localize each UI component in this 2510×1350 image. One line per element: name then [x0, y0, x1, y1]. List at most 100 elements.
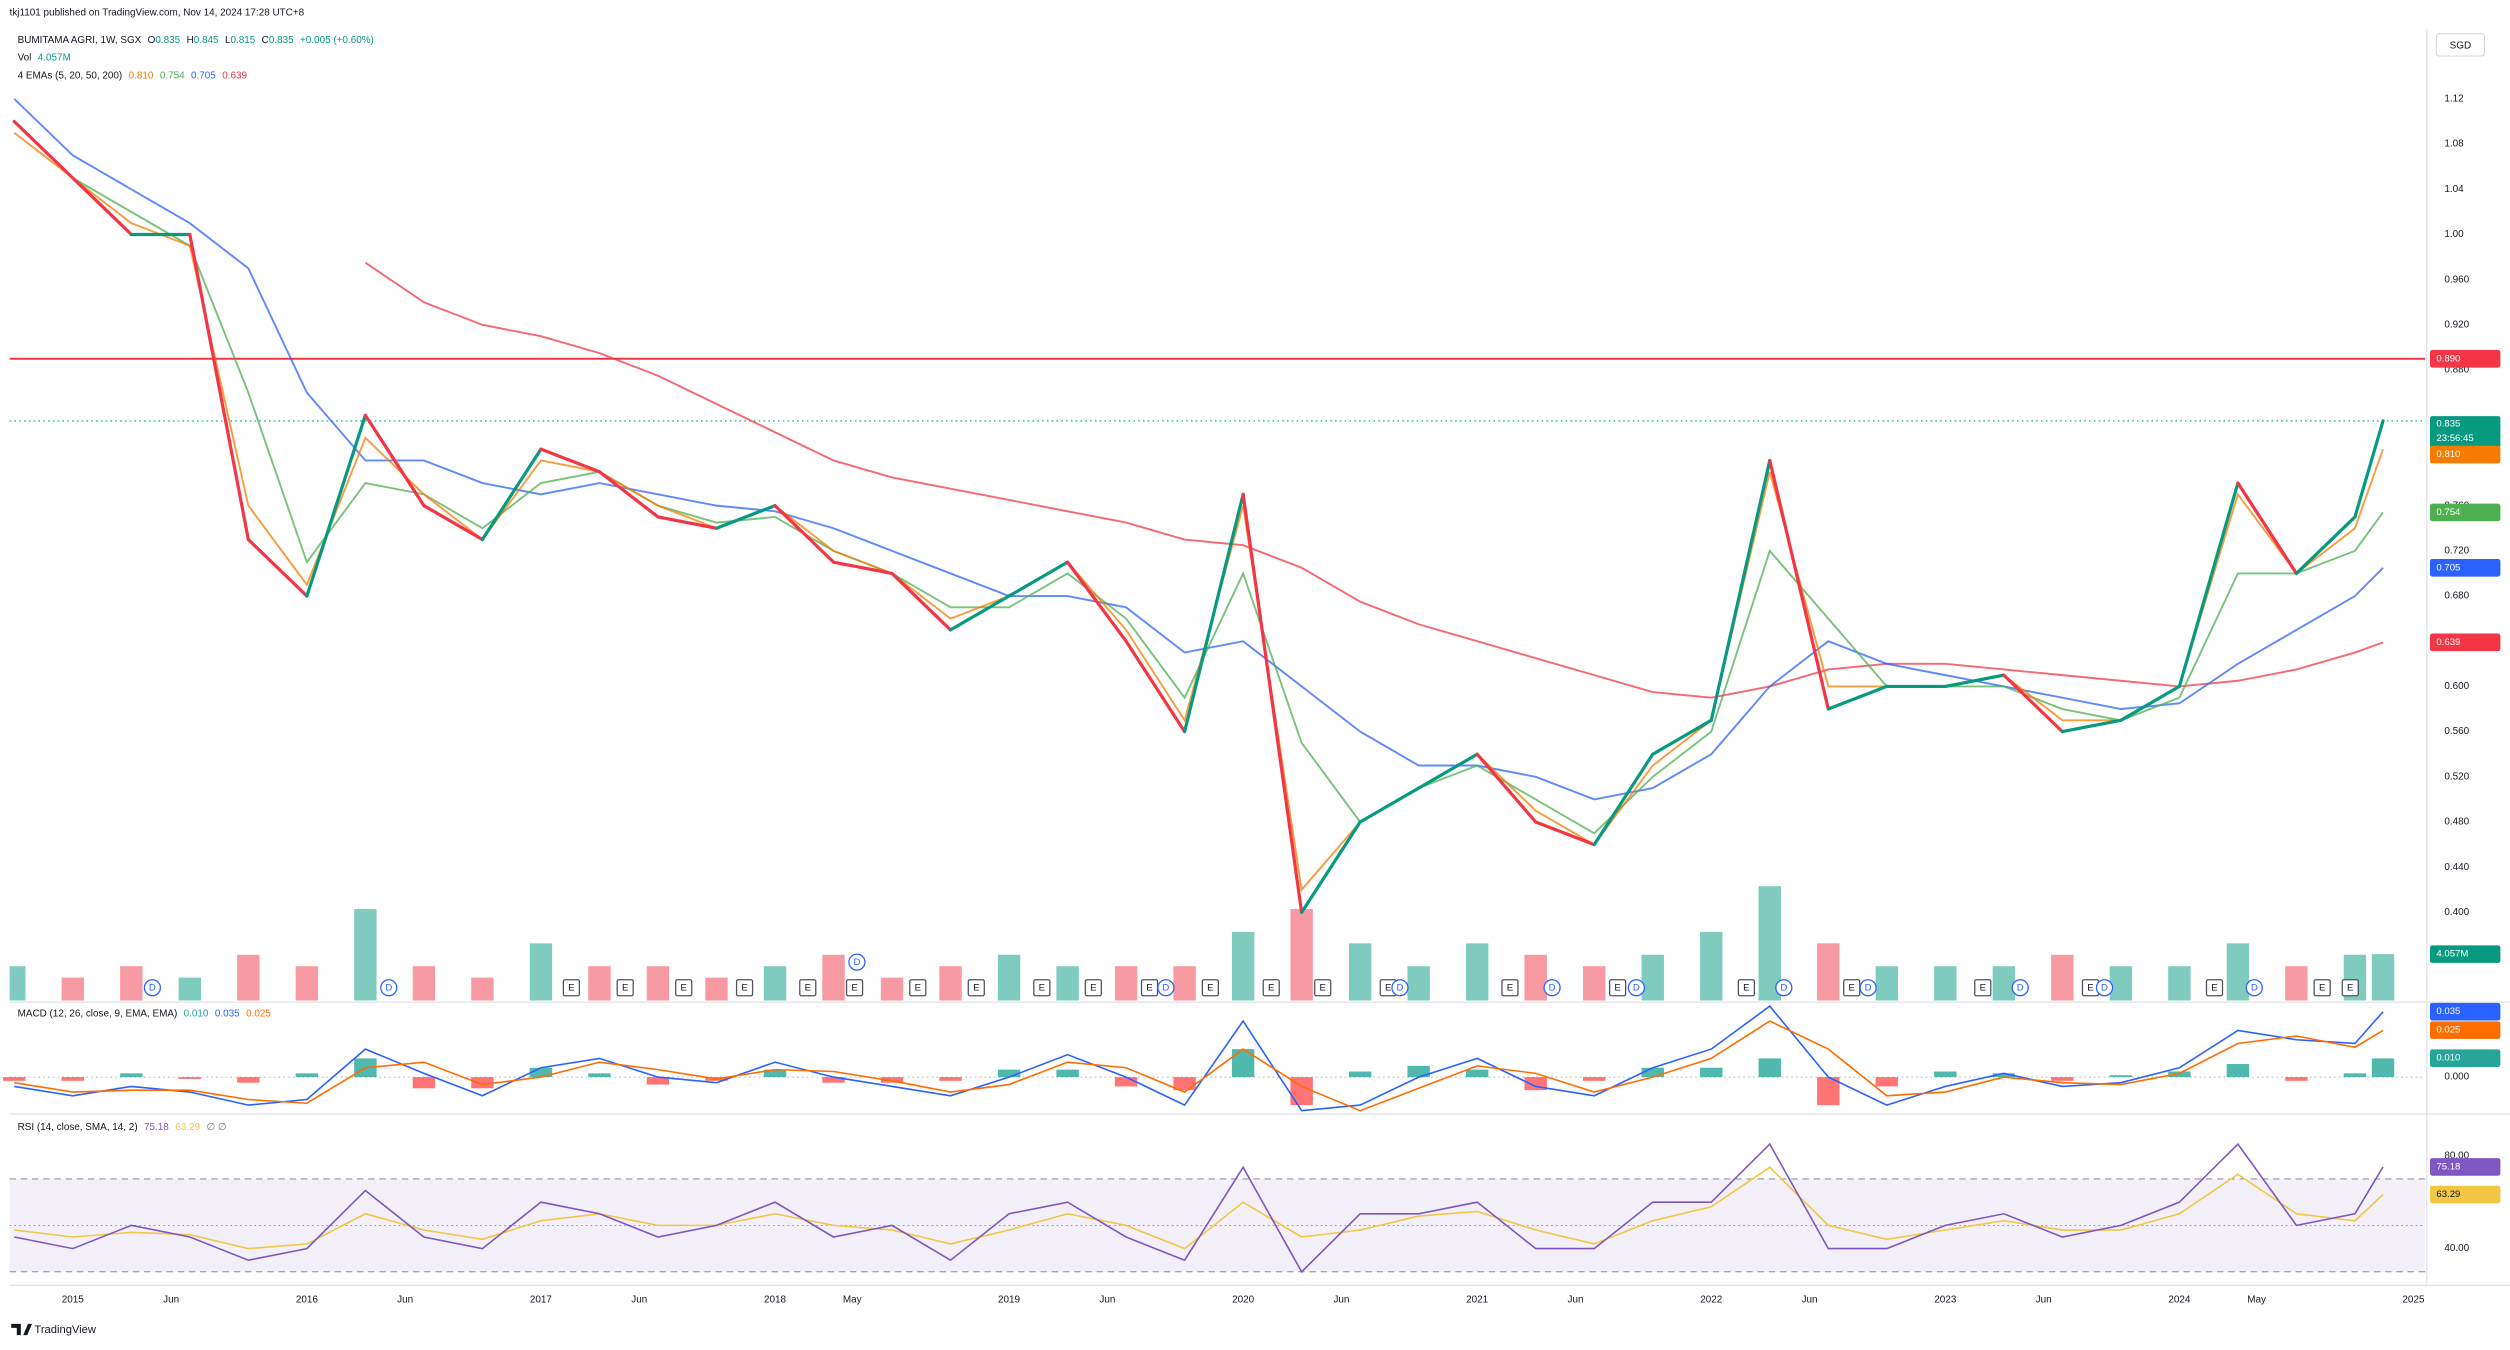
event-marker[interactable]: E	[909, 979, 927, 997]
event-marker[interactable]: E	[675, 979, 693, 997]
brand-logo	[11, 1323, 33, 1336]
event-marker[interactable]: E	[2313, 979, 2331, 997]
event-marker[interactable]: E	[562, 979, 581, 997]
x-tick-label: 2025	[2402, 1294, 2425, 1305]
event-marker[interactable]: E	[967, 979, 985, 997]
event-marker[interactable]: E	[1033, 979, 1051, 997]
currency[interactable]: SGD	[2450, 40, 2471, 51]
event-marker[interactable]: E	[845, 979, 864, 997]
ohlc-key: H	[187, 35, 194, 46]
event-marker[interactable]: E	[1314, 979, 1332, 997]
event-marker[interactable]: E	[735, 979, 754, 997]
event-label: E	[1614, 983, 1620, 994]
event-marker[interactable]: D	[1859, 979, 1877, 997]
ohlc-value: 0.815	[230, 35, 255, 46]
event-label: D	[1865, 983, 1872, 994]
event-marker[interactable]: D	[1391, 979, 1409, 997]
event-marker[interactable]: E	[1501, 979, 1519, 997]
event-marker[interactable]: D	[1157, 979, 1175, 997]
event-marker[interactable]: D	[1775, 979, 1793, 997]
event-marker[interactable]: D	[2245, 979, 2263, 997]
event-marker[interactable]: D	[2011, 979, 2029, 997]
legend: MACD (12, 26, close, 9, EMA, EMA) 0.010 0.…	[18, 1008, 272, 1019]
event-label: D	[2017, 983, 2024, 994]
volume-bar	[1114, 966, 1138, 1001]
price-segment	[2294, 515, 2357, 576]
macd-histogram-bar	[1758, 1058, 1781, 1078]
volume-bar	[2109, 966, 2133, 1001]
earnings-icon	[1737, 979, 1756, 997]
volume-bar	[237, 954, 260, 1001]
price-segment	[188, 232, 250, 542]
macd-histogram-bar	[1173, 1077, 1196, 1091]
price-segment	[1241, 492, 1304, 914]
event-marker[interactable]: E	[799, 979, 817, 997]
price-segment	[1768, 458, 1830, 711]
price-segment	[2002, 673, 2064, 734]
event-marker[interactable]: E	[1608, 979, 1627, 997]
event-marker[interactable]: D	[143, 979, 162, 997]
level-tag-box	[2429, 349, 2501, 368]
event-marker[interactable]: E	[2205, 979, 2224, 997]
macd-histogram-bar	[1934, 1071, 1957, 1078]
price-segment	[1943, 673, 2006, 689]
ema-tag: 0.705	[2429, 558, 2501, 577]
dividend-icon	[1543, 979, 1561, 997]
event-marker[interactable]: D	[1627, 979, 1646, 997]
ohlc-key: L	[225, 35, 231, 46]
ema-tag: 0.810	[2429, 445, 2501, 464]
macd-line	[14, 1005, 2384, 1112]
event-marker[interactable]: D	[2095, 979, 2114, 997]
event-marker[interactable]: E	[1084, 979, 1102, 997]
volume-bar	[2051, 954, 2074, 1001]
x-tick-label: 2019	[998, 1294, 1021, 1305]
y-tick-label: 0.880	[2444, 365, 2469, 376]
price-segment	[597, 470, 660, 519]
event-marker[interactable]: E	[1737, 979, 1756, 997]
event-label: E	[681, 983, 687, 994]
price-segment	[773, 504, 836, 564]
event-marker[interactable]: E	[1974, 979, 1992, 997]
rsi-tag: 75.18	[2429, 1158, 2501, 1176]
event-label: E	[2319, 983, 2325, 994]
event-marker[interactable]: D	[848, 953, 866, 971]
volume-legend: Vol	[18, 52, 32, 63]
macd-histogram-bar	[1290, 1077, 1313, 1106]
macd-histogram-bar	[997, 1069, 1021, 1078]
event-marker[interactable]: D	[380, 979, 398, 997]
ema-tag-label: 0.754	[2436, 507, 2461, 518]
price-segment	[2353, 419, 2385, 519]
macd-histogram-bar	[295, 1073, 319, 1078]
volume-bar	[1992, 966, 2016, 1001]
currency-button[interactable]	[2435, 33, 2485, 57]
earnings-icon	[967, 979, 985, 997]
ema-tag-box	[2429, 445, 2501, 464]
y-tick-label: 1.04	[2444, 184, 2464, 195]
x-tick-label: 2015	[62, 1294, 85, 1305]
macd-histogram-bar	[61, 1077, 85, 1081]
event-marker[interactable]: E	[1201, 979, 1220, 997]
volume-tag-label: 4.057M	[2436, 949, 2468, 960]
macd-histogram-bar	[2371, 1058, 2395, 1078]
ema-tag-label: 0.705	[2436, 562, 2460, 573]
signal-tag-box	[2429, 1021, 2501, 1039]
change: +0.005 (+0.60%)	[300, 35, 374, 46]
macd-histogram-bar	[1817, 1077, 1840, 1106]
legend: RSI (14, close, SMA, 14, 2) 75.18 63.29 ∅ ∅	[18, 1122, 227, 1133]
macd-histogram-bar	[2285, 1077, 2308, 1081]
event-marker[interactable]: D	[1543, 979, 1561, 997]
volume-bar	[1700, 931, 1723, 1001]
earnings-icon	[562, 979, 581, 997]
event-marker[interactable]: E	[1262, 979, 1280, 997]
event-marker[interactable]: E	[2341, 979, 2359, 997]
event-marker[interactable]: E	[1140, 979, 1159, 997]
event-marker[interactable]: E	[1843, 979, 1861, 997]
dividend-icon	[1859, 979, 1877, 997]
volume-tag-box	[2429, 945, 2501, 963]
legend: Vol 4.057M	[18, 52, 71, 63]
price-segment	[2177, 481, 2240, 689]
earnings-icon	[1501, 979, 1519, 997]
event-marker[interactable]: E	[616, 979, 634, 997]
dividend-icon	[1391, 979, 1409, 997]
